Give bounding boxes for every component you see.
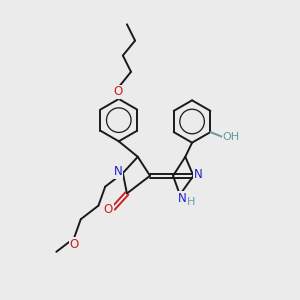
Text: N: N: [177, 191, 186, 205]
Text: H: H: [187, 197, 196, 207]
Text: OH: OH: [223, 132, 240, 142]
Text: O: O: [113, 85, 123, 98]
Text: N: N: [114, 165, 123, 178]
Text: O: O: [69, 238, 79, 251]
Text: N: N: [194, 168, 203, 181]
Text: O: O: [104, 203, 113, 216]
